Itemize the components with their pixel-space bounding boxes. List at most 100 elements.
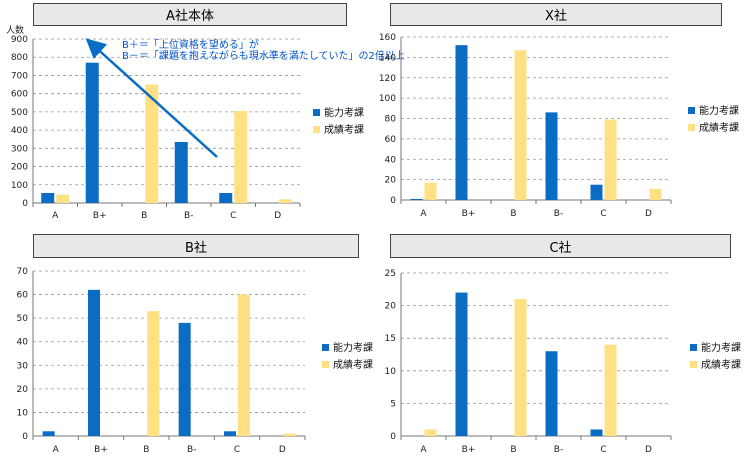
y-tick-label: 50 [17,314,29,324]
y-tick-label: 60 [385,135,397,145]
bar [145,84,159,203]
legend-swatch [322,344,329,351]
bar [147,311,160,436]
bar [604,119,617,200]
y-tick-label: 20 [17,385,29,395]
bar [514,299,527,436]
x-tick-label: B- [187,445,196,455]
y-tick-label: 40 [385,155,397,165]
bar [545,351,558,436]
y-tick-label: 100 [11,181,28,191]
x-tick-label: D [279,445,286,455]
bar [283,433,296,436]
y-tick-label: 160 [379,33,396,43]
bar [649,188,662,200]
y-tick-label: 20 [385,302,397,312]
annotation-arrow [85,38,218,158]
legend-label: 能力考課 [324,106,364,119]
y-tick-label: 200 [11,163,28,173]
bar [178,322,191,436]
bar [455,45,468,201]
bar [88,289,100,436]
chart-panel-x: X社 0 20 40 60 80 100 120 140 160 A B+ B B- C D 能力考課 成績考課 [375,0,750,232]
legend-swatch [313,109,320,116]
chart-panel-b: B社 0 10 20 30 40 50 60 70 A B+ B B- C D 能力考課 成績考課 [0,232,375,463]
x-tick-label: A [420,209,427,219]
bar [42,431,55,436]
x-tick-label: B [143,445,149,455]
x-tick-label: A [420,445,427,455]
x-tick-label: B+ [93,211,107,221]
annotation-line-2: B－＝「課題を抱えながらも現水準を満たしていた」の2倍以上 [122,49,405,62]
legend-swatch [313,126,320,133]
bar [545,112,558,200]
y-tick-label: 700 [11,71,28,81]
y-tick-label: 10 [385,367,397,377]
bar [174,141,188,203]
chart-title-a-honbu: A社本体 [33,3,347,26]
bar [590,184,603,200]
y-tick-label: 0 [390,196,396,206]
x-tick-label: B- [554,445,563,455]
y-tick-label: 30 [17,361,29,371]
bar [604,344,617,436]
y-tick-label: 40 [17,338,29,348]
x-tick-label: D [274,211,281,221]
x-tick-label: D [645,209,652,219]
x-tick-label: B [510,445,516,455]
y-tick-label: 0 [22,199,28,209]
y-tick-label: 120 [379,74,396,84]
y-tick-label: 60 [17,291,29,301]
y-tick-label: 400 [11,126,28,136]
bar [410,198,423,200]
legend-label: 成績考課 [701,358,741,371]
x-tick-label: B- [184,211,193,221]
y-tick-label: 300 [11,144,28,154]
x-tick-label: B+ [94,445,108,455]
x-tick-label: B+ [462,209,476,219]
y-tick-label: 0 [390,432,396,442]
bar [278,199,292,203]
chart-title-b: B社 [33,234,359,258]
x-tick-label: C [230,211,236,221]
x-tick-label: A [52,211,59,221]
bar [41,192,55,203]
y-tick-label: 20 [385,176,397,186]
y-tick-label: 140 [379,53,396,63]
y-axis-unit: 人数 [6,24,24,36]
annotation-line-1: B＋＝「上位資格を望める」が [122,38,259,51]
bar [224,431,236,436]
x-tick-label: B+ [462,445,476,455]
x-tick-label: A [53,445,60,455]
legend-swatch [322,361,329,368]
y-tick-label: 0 [22,432,28,442]
legend-swatch [690,361,697,368]
y-tick-label: 500 [11,108,28,118]
y-tick-label: 15 [385,334,396,344]
legend-label: 成績考課 [324,123,364,136]
x-tick-label: B [510,209,516,219]
bar [219,192,233,203]
chart-title-c: C社 [390,234,731,258]
chart-panel-c: C社 0 5 10 15 20 25 A B+ B B- C D 能力考課 成績考課 [375,232,750,463]
chart-panel-a-honbu: A社本体 0 100 200 300 400 500 600 700 800 900 A B+ B B- C… [0,0,405,232]
y-tick-label: 100 [379,94,396,104]
legend-swatch [688,124,695,131]
legend-swatch [690,344,697,351]
y-tick-label: 10 [17,408,29,418]
bar [424,182,437,200]
bar [85,62,99,203]
x-tick-label: B [141,211,147,221]
legend-label: 能力考課 [701,341,741,354]
bar [590,429,603,436]
y-tick-label: 80 [385,115,397,125]
x-tick-label: D [645,445,652,455]
bar [424,429,437,436]
y-tick-label: 5 [390,399,396,409]
bar [514,50,527,201]
legend-label: 成績考課 [699,121,739,134]
